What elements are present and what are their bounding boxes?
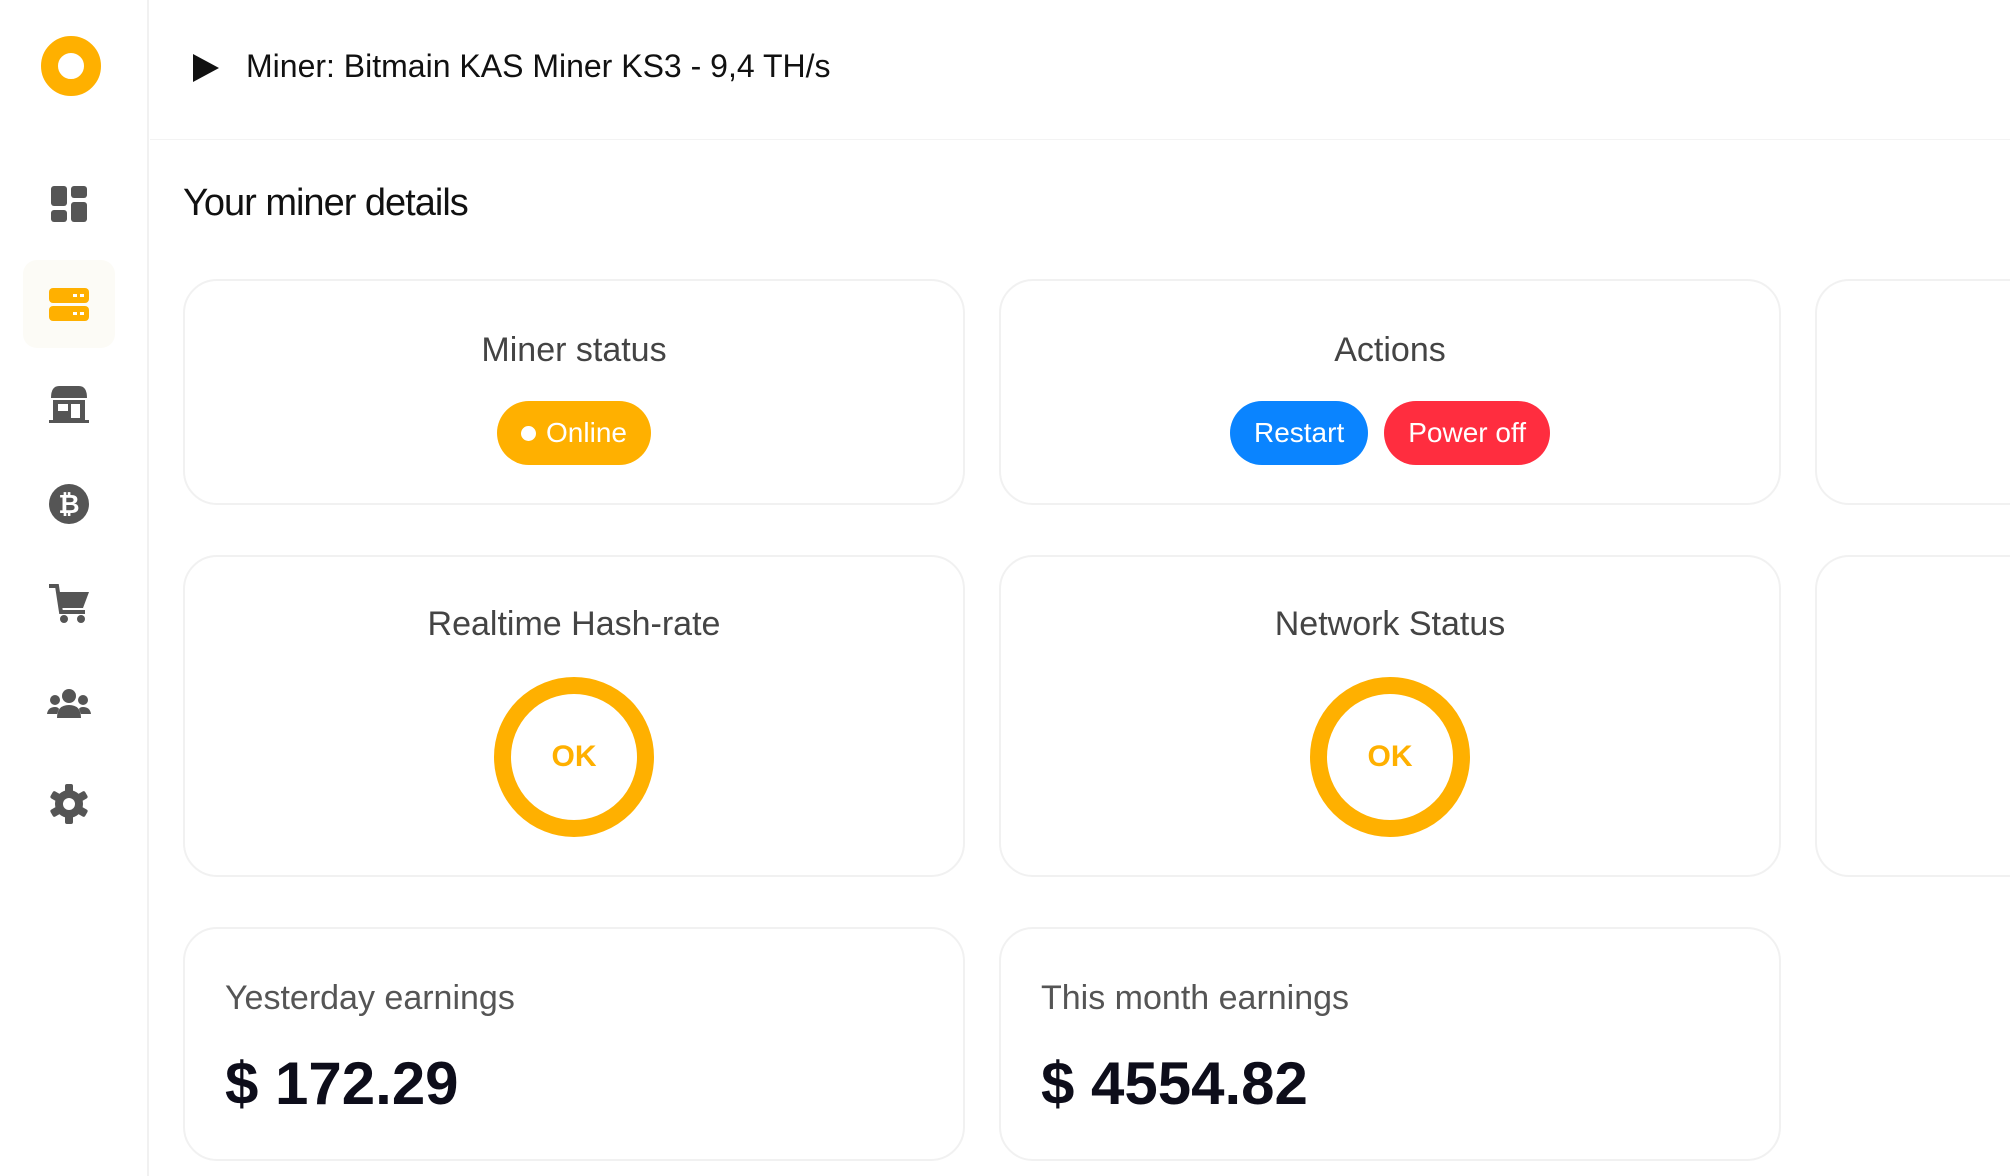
gear-icon: [50, 784, 88, 824]
hashrate-card: Realtime Hash-rate OK: [183, 555, 965, 877]
card-title: Miner status: [481, 331, 667, 369]
header: [150, 0, 2010, 140]
server-icon: [49, 288, 89, 321]
sidebar-item-store[interactable]: [23, 360, 115, 448]
sidebar-item-cart[interactable]: [23, 560, 115, 648]
dashboard-icon: [51, 186, 87, 222]
card-partial: [1815, 279, 2010, 505]
play-icon[interactable]: [193, 54, 219, 82]
status-badge: Online: [497, 401, 651, 465]
month-earnings-card: This month earnings $ 4554.82: [999, 927, 1781, 1161]
miner-status-card: Miner status Online: [183, 279, 965, 505]
page-title: Your miner details: [183, 182, 469, 224]
sidebar: ₿: [0, 0, 149, 1176]
logo[interactable]: [41, 36, 101, 96]
card-title: Actions: [1334, 331, 1446, 369]
yesterday-earnings-card: Yesterday earnings $ 172.29: [183, 927, 965, 1161]
header-title: Miner: Bitmain KAS Miner KS3 - 9,4 TH/s: [246, 48, 831, 84]
status-dot: [521, 425, 537, 441]
card-title: Network Status: [1274, 605, 1506, 643]
network-status-ring: OK: [1310, 677, 1470, 837]
card-partial: [1815, 555, 2010, 877]
earnings-value: $ 172.29: [225, 1050, 459, 1117]
earnings-value: $ 4554.82: [1041, 1050, 1308, 1117]
hashrate-status-ring: OK: [494, 677, 654, 837]
actions-card: Actions Restart Power off: [999, 279, 1781, 505]
svg-text:₿: ₿: [58, 490, 79, 520]
restart-button[interactable]: Restart: [1229, 401, 1369, 465]
bitcoin-icon: ₿: [49, 484, 89, 524]
sidebar-item-users[interactable]: [23, 660, 115, 748]
network-status-card: Network Status OK: [999, 555, 1781, 877]
card-title: Realtime Hash-rate: [427, 605, 721, 643]
store-icon: [49, 386, 89, 423]
earnings-label: This month earnings: [1041, 979, 1350, 1017]
users-icon: [47, 689, 91, 718]
sidebar-item-bitcoin[interactable]: ₿: [23, 460, 115, 548]
sidebar-item-dashboard[interactable]: [23, 160, 115, 248]
cart-icon: [49, 584, 89, 623]
earnings-label: Yesterday earnings: [225, 979, 515, 1017]
sidebar-item-miners[interactable]: [23, 260, 115, 348]
sidebar-item-settings[interactable]: [23, 760, 115, 848]
power-off-button[interactable]: Power off: [1384, 401, 1551, 465]
status-text: Online: [546, 417, 627, 448]
